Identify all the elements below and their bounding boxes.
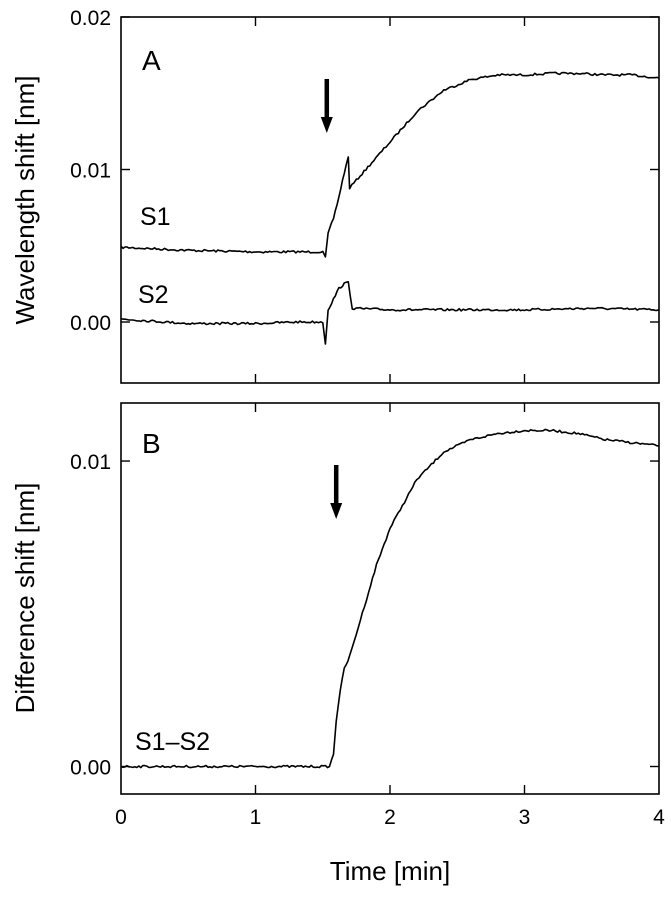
x-tick-label: 4	[653, 806, 665, 829]
series-line	[120, 281, 660, 345]
x-tick-label: 3	[519, 806, 531, 829]
panel-a-ticks	[121, 16, 659, 383]
x-axis-title: Time [min]	[330, 856, 450, 886]
series-label-s1: S1	[140, 203, 171, 231]
x-tick-label: 0	[115, 806, 127, 829]
panel-b: B Difference shift [nm] 0.00 0.01 0 1 2 3 4 S…	[10, 402, 665, 886]
series-line	[120, 428, 659, 769]
y-tick-label: 0.00	[70, 312, 111, 335]
panel-a-y-axis-title: Wavelength shift [nm]	[10, 75, 40, 324]
panel-b-ticks	[121, 403, 659, 794]
x-tick-label: 2	[384, 806, 396, 829]
y-tick-label: 0.01	[70, 160, 111, 183]
panel-b-letter: B	[142, 428, 161, 459]
y-tick-label: 0.01	[70, 451, 111, 474]
panel-b-arrow	[330, 465, 343, 519]
panel-a-letter: A	[142, 45, 161, 76]
series-line	[120, 71, 660, 258]
panel-b-y-tick-labels: 0.00 0.01	[70, 451, 111, 779]
arrow-head	[330, 503, 343, 519]
panel-a-y-tick-labels: 0.00 0.01 0.02	[70, 7, 111, 335]
panel-b-x-tick-labels: 0 1 2 3 4	[115, 806, 665, 829]
y-tick-label: 0.02	[70, 7, 111, 30]
panel-a-traces	[120, 71, 660, 345]
panel-b-traces	[120, 428, 659, 769]
panel-a-arrow	[320, 79, 333, 133]
x-tick-label: 1	[250, 806, 262, 829]
series-label-s1-minus-s2: S1–S2	[135, 728, 210, 756]
arrow-head	[320, 117, 333, 133]
series-label-s2: S2	[138, 281, 169, 309]
y-tick-label: 0.00	[70, 757, 111, 780]
panel-a: A Wavelength shift [nm] 0.000.010.02 S1 …	[10, 7, 660, 384]
panel-a-frame	[120, 16, 660, 384]
panel-b-y-axis-title: Difference shift [nm]	[10, 483, 40, 714]
